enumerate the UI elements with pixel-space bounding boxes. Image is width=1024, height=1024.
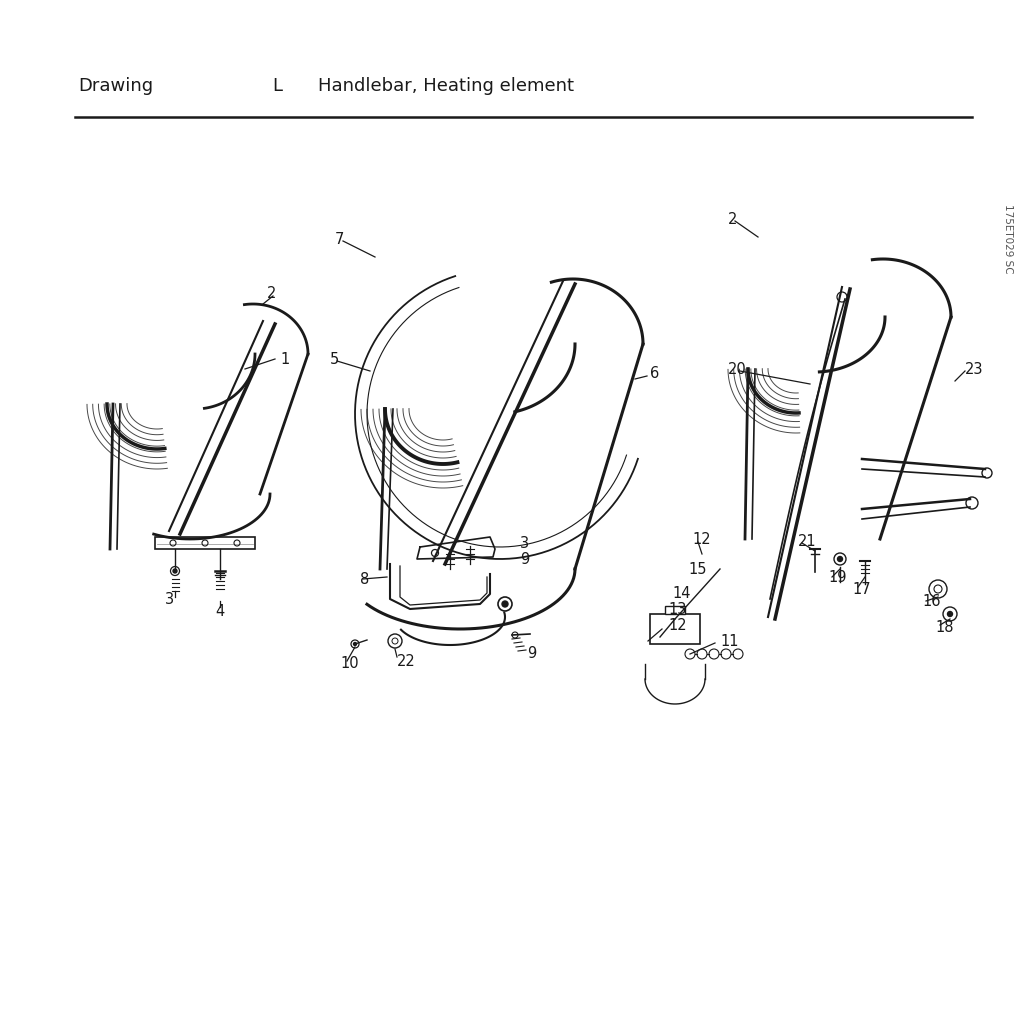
Text: 10: 10 bbox=[340, 656, 358, 672]
Text: 13: 13 bbox=[668, 601, 686, 616]
Circle shape bbox=[173, 569, 177, 573]
Circle shape bbox=[721, 649, 731, 659]
Circle shape bbox=[947, 611, 952, 616]
Text: 14: 14 bbox=[672, 587, 690, 601]
Text: 2: 2 bbox=[267, 287, 276, 301]
FancyBboxPatch shape bbox=[665, 606, 685, 614]
Text: 23: 23 bbox=[965, 361, 983, 377]
Circle shape bbox=[502, 601, 508, 607]
Circle shape bbox=[351, 640, 359, 648]
Circle shape bbox=[353, 642, 356, 645]
Circle shape bbox=[388, 634, 402, 648]
Text: 5: 5 bbox=[330, 351, 339, 367]
Circle shape bbox=[498, 597, 512, 611]
Circle shape bbox=[838, 556, 843, 561]
Text: 12: 12 bbox=[668, 618, 687, 634]
Text: Drawing: Drawing bbox=[78, 77, 154, 95]
Text: 20: 20 bbox=[728, 361, 746, 377]
Text: 22: 22 bbox=[397, 653, 416, 669]
Circle shape bbox=[934, 585, 942, 593]
Text: 21: 21 bbox=[798, 534, 816, 549]
Circle shape bbox=[837, 292, 847, 302]
Text: 3: 3 bbox=[166, 592, 174, 606]
Circle shape bbox=[685, 649, 695, 659]
Text: 16: 16 bbox=[922, 594, 940, 608]
Circle shape bbox=[171, 566, 179, 575]
Text: 175ET029 SC: 175ET029 SC bbox=[1002, 204, 1013, 273]
Text: 6: 6 bbox=[650, 367, 659, 382]
Circle shape bbox=[834, 553, 846, 565]
Text: 2: 2 bbox=[728, 212, 737, 226]
Text: L: L bbox=[272, 77, 282, 95]
Text: 9: 9 bbox=[527, 646, 537, 662]
Circle shape bbox=[733, 649, 743, 659]
Text: 17: 17 bbox=[852, 582, 870, 597]
Text: 19: 19 bbox=[828, 569, 847, 585]
FancyBboxPatch shape bbox=[155, 537, 255, 549]
Text: 3: 3 bbox=[520, 537, 529, 552]
Circle shape bbox=[966, 497, 978, 509]
Circle shape bbox=[943, 607, 957, 621]
Text: 12: 12 bbox=[692, 531, 711, 547]
Text: 15: 15 bbox=[688, 561, 707, 577]
FancyBboxPatch shape bbox=[650, 614, 700, 644]
Text: 11: 11 bbox=[720, 634, 738, 648]
Circle shape bbox=[697, 649, 707, 659]
Text: 18: 18 bbox=[935, 620, 953, 635]
Circle shape bbox=[709, 649, 719, 659]
Text: Handlebar, Heating element: Handlebar, Heating element bbox=[318, 77, 574, 95]
Text: 9: 9 bbox=[520, 552, 529, 566]
Text: 8: 8 bbox=[360, 571, 370, 587]
Text: 7: 7 bbox=[335, 231, 344, 247]
Circle shape bbox=[929, 580, 947, 598]
Circle shape bbox=[982, 468, 992, 478]
Text: 4: 4 bbox=[215, 603, 224, 618]
Text: 1: 1 bbox=[280, 351, 289, 367]
